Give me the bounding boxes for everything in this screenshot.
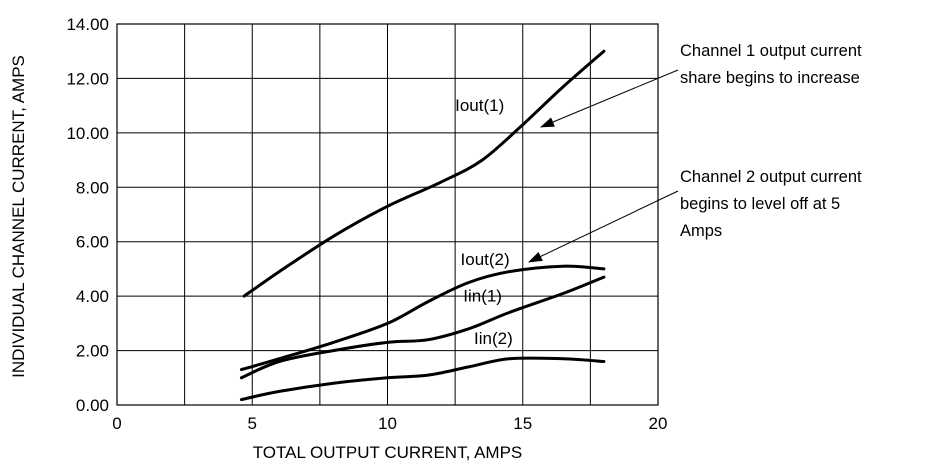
annotation-channel-1-line-1: Channel 1 output current [680,42,862,60]
y-tick-label: 0.00 [76,396,109,415]
annotation-channel-2: Channel 2 output current begins to level… [528,168,862,263]
annotation-channel-1-line-2: share begins to increase [680,69,860,87]
y-tick-label: 6.00 [76,233,109,252]
x-tick-label: 5 [248,414,257,433]
series-lines [239,49,606,402]
y-tick-label: 8.00 [76,178,109,197]
annotation-channel-2-arrow [528,190,679,263]
x-tick-label: 0 [112,414,121,433]
x-axis-label: TOTAL OUTPUT CURRENT, AMPS [253,443,523,462]
series-line-iout1 [242,49,606,298]
y-tick-label: 10.00 [66,124,109,143]
y-tick-label: 2.00 [76,342,109,361]
annotation-channel-2-line-3: Amps [680,222,722,240]
x-tick-label: 10 [378,414,397,433]
series-line-iin2 [239,356,606,402]
x-tick-label: 15 [513,414,532,433]
grid [116,23,659,406]
annotation-channel-2-line-1: Channel 2 output current [680,168,862,186]
annotation-channel-2-line-2: begins to level off at 5 [680,195,840,213]
series-line-iout2 [239,264,606,372]
y-tick-label: 14.00 [66,15,109,34]
annotation-channel-1-arrow [540,69,679,128]
series-line-iin1 [239,275,606,380]
x-tick-label: 20 [649,414,668,433]
y-axis-label: INDIVIDUAL CHANNEL CURRENT, AMPS [9,55,28,378]
series-label-iin2: Iin(2) [474,329,513,348]
series-label-iout2: Iout(2) [461,250,510,269]
annotation-channel-1: Channel 1 output current share begins to… [540,42,862,128]
y-tick-label: 12.00 [66,69,109,88]
y-tick-label: 4.00 [76,287,109,306]
plot-frame [116,23,659,406]
tick-labels: 0.00 2.00 4.00 6.00 8.00 10.00 12.00 14.00 0 5 10 1… [66,15,667,433]
series-label-iin1: Iin(1) [463,287,502,306]
series-label-iout1: Iout(1) [455,96,504,115]
